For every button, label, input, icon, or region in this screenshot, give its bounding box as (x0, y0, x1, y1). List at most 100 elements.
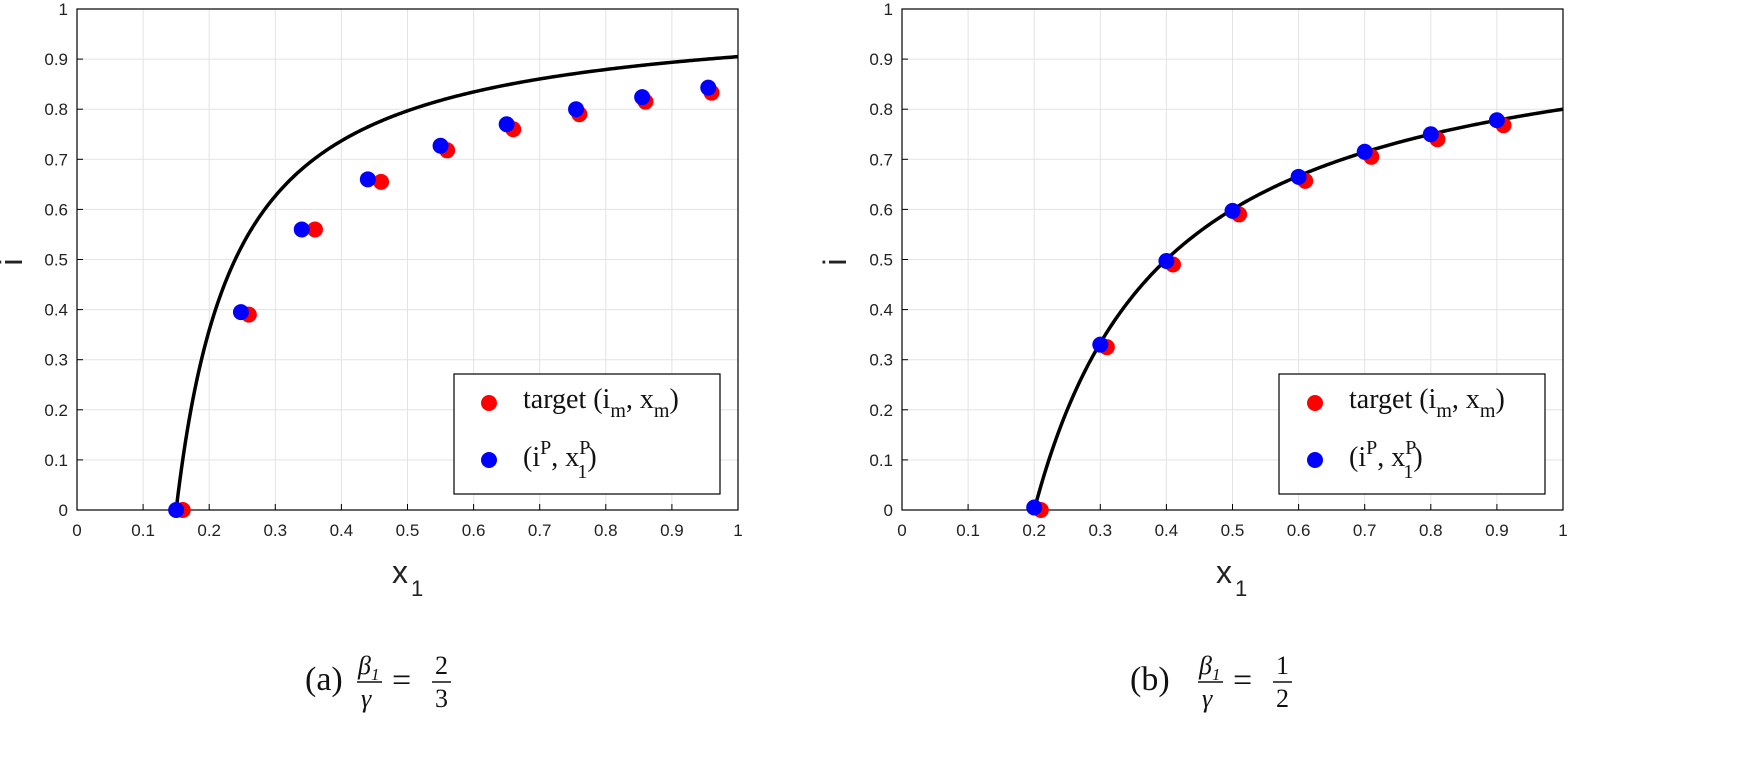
chart-panel-a: 0 0.1 0.2 0.3 0.4 0.5 0.6 0.7 0.8 0.9 1 0 0.1 0.2 0.3… (0, 0, 743, 713)
legend-marker-prediction (481, 452, 497, 468)
legend-marker-target (1307, 395, 1323, 411)
plot-frame (76, 8, 739, 511)
plot-frame (901, 8, 1564, 511)
y-tick-labels: 0 0.1 0.2 0.3 0.4 0.5 0.6 0.7 0.8 0.9 1 (869, 0, 893, 520)
x-tick-label: 0.4 (330, 521, 354, 540)
prediction-point (293, 221, 310, 238)
x-tick-label: 0.2 (1022, 521, 1046, 540)
y-tick-label: 0.3 (44, 351, 68, 370)
x-tick-label: 0.1 (131, 521, 155, 540)
x-tick-label: 0.8 (1419, 521, 1443, 540)
data-points (1026, 112, 1512, 518)
prediction-point (498, 116, 515, 133)
x-tick-label: 0.6 (1287, 521, 1311, 540)
caption-a: (a) β1 γ = 2 3 (305, 651, 451, 713)
x-tick-label: 0.9 (1485, 521, 1509, 540)
y-tick-label: 0.9 (869, 50, 893, 69)
prediction-point (168, 502, 185, 518)
y-tick-label: 0.9 (44, 50, 68, 69)
y-tick-label: 0.2 (44, 401, 68, 420)
y-axis-label: i (0, 258, 29, 265)
prediction-point (1092, 336, 1109, 353)
legend-label-prediction: (iP, xP 1) (1349, 437, 1423, 483)
y-tick-label: 1 (59, 0, 68, 19)
caption-b: (b) β1 γ = 1 2 (1130, 651, 1292, 713)
x-tick-labels: 0 0.1 0.2 0.3 0.4 0.5 0.6 0.7 0.8 0.9 1 (897, 521, 1567, 540)
prediction-point (634, 89, 651, 106)
legend-box (453, 373, 721, 495)
prediction-point (1158, 253, 1175, 270)
data-points (168, 79, 720, 518)
legend-marker-target (481, 395, 497, 411)
legend-label-target: target (im, xm) (1349, 384, 1505, 422)
y-tick-label: 0.6 (869, 200, 893, 219)
x-axis-label: x (1216, 554, 1232, 590)
svg-text:β1: β1 (357, 651, 379, 684)
y-tick-label: 0.8 (44, 100, 68, 119)
legend-label-target: target (im, xm) (523, 384, 679, 422)
svg-text:β1: β1 (1198, 651, 1220, 684)
y-tick-labels: 0 0.1 0.2 0.3 0.4 0.5 0.6 0.7 0.8 0.9 1 (44, 0, 68, 520)
legend-marker-prediction (1307, 452, 1323, 468)
x-tick-label: 1 (1558, 521, 1567, 540)
x-tick-label: 0.9 (660, 521, 684, 540)
x-tick-label: 0.4 (1155, 521, 1179, 540)
x-tick-labels: 0 0.1 0.2 0.3 0.4 0.5 0.6 0.7 0.8 0.9 1 (72, 521, 742, 540)
x-tick-label: 0.3 (1088, 521, 1112, 540)
chart-panel-b: 0 0.1 0.2 0.3 0.4 0.5 0.6 0.7 0.8 0.9 1 0 0.1 0.2 0.3… (817, 0, 1568, 713)
x-tick-label: 0.6 (462, 521, 486, 540)
x-tick-label: 0.8 (594, 521, 618, 540)
x-tick-label: 0.5 (1221, 521, 1245, 540)
svg-text:=: = (1233, 662, 1252, 699)
prediction-point (1356, 143, 1373, 160)
svg-text:γ: γ (1202, 684, 1213, 713)
y-tick-label: 0.6 (44, 200, 68, 219)
x-axis-label-subscript: 1 (411, 576, 423, 601)
x-axis-label: x (392, 554, 408, 590)
prediction-point (1224, 202, 1241, 219)
y-tick-label: 0.5 (44, 251, 68, 270)
x-tick-label: 0.7 (528, 521, 552, 540)
svg-text:3: 3 (435, 684, 448, 713)
svg-text:γ: γ (361, 684, 372, 713)
prediction-point (432, 137, 449, 154)
y-tick-label: 0.4 (869, 301, 893, 320)
legend-box (1278, 373, 1546, 495)
prediction-point (1290, 168, 1307, 185)
prediction-point (568, 101, 585, 118)
legend: target (im, xm) (iP, xP 1) (1278, 373, 1546, 495)
svg-text:=: = (392, 662, 411, 699)
svg-text:1: 1 (1276, 651, 1289, 680)
y-tick-label: 0.1 (44, 451, 68, 470)
prediction-point (232, 304, 249, 321)
y-tick-label: 1 (884, 0, 893, 19)
y-axis-label: i (817, 258, 853, 265)
prediction-point (1422, 126, 1439, 143)
y-tick-label: 0.3 (869, 351, 893, 370)
y-tick-label: 0.2 (869, 401, 893, 420)
target-point (306, 221, 323, 238)
x-axis-label-subscript: 1 (1235, 576, 1247, 601)
prediction-point (359, 171, 376, 188)
x-tick-label: 0 (897, 521, 906, 540)
prediction-point (700, 79, 717, 96)
y-tick-label: 0.4 (44, 301, 68, 320)
y-tick-label: 0.1 (869, 451, 893, 470)
legend: target (im, xm) (iP, xP 1) (453, 373, 721, 495)
svg-text:(b): (b) (1130, 661, 1170, 698)
x-tick-label: 0.7 (1353, 521, 1377, 540)
x-tick-label: 0.2 (197, 521, 221, 540)
y-tick-label: 0.7 (869, 150, 893, 169)
y-tick-label: 0.7 (44, 150, 68, 169)
target-point (373, 173, 390, 190)
x-tick-label: 0.1 (956, 521, 980, 540)
fitted-curve (174, 54, 739, 511)
x-tick-label: 0.3 (263, 521, 287, 540)
x-tick-label: 0.5 (396, 521, 420, 540)
y-tick-label: 0 (884, 501, 893, 520)
svg-text:2: 2 (1276, 684, 1289, 713)
y-tick-label: 0 (59, 501, 68, 520)
y-tick-label: 0.5 (869, 251, 893, 270)
svg-text:2: 2 (435, 651, 448, 680)
x-tick-label: 0 (72, 521, 81, 540)
